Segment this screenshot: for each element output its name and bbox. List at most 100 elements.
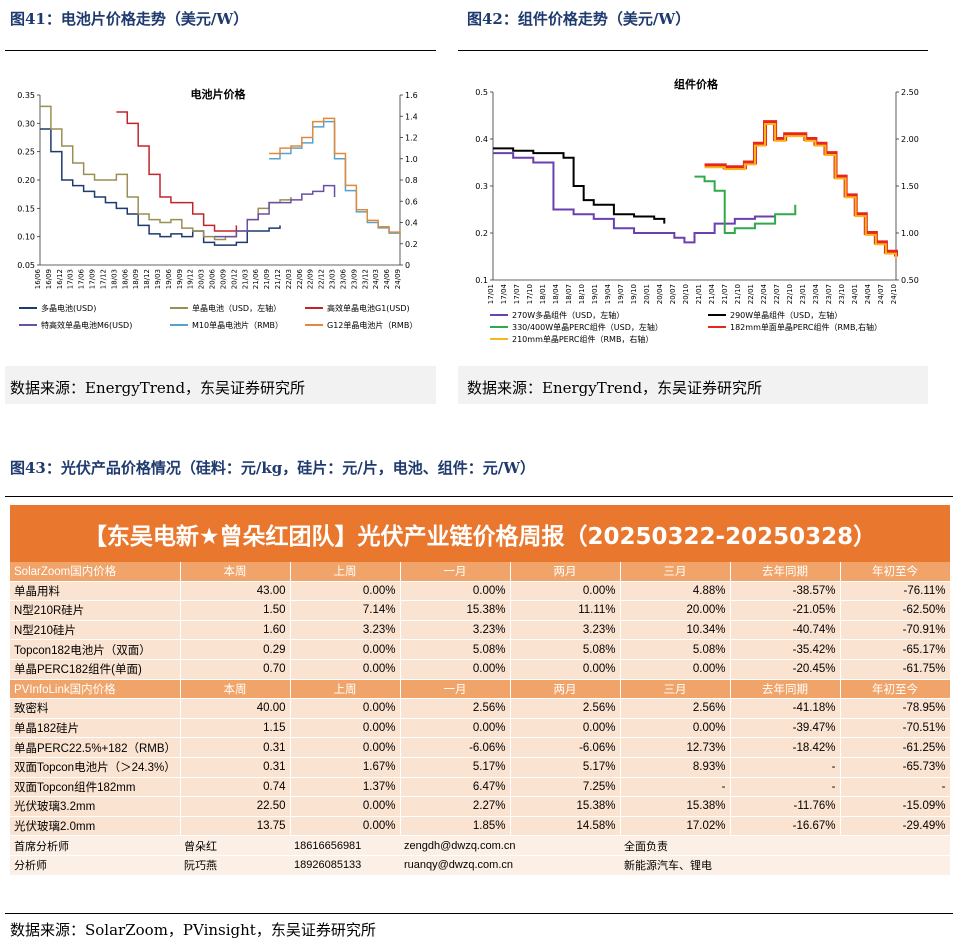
table-cell: 0.00% [290,639,401,660]
table-cell: 三月 [620,562,731,582]
table-cell: 2.56% [400,698,511,719]
legend-label: 特高效单晶电池M6(USD) [41,320,132,330]
table-cell: 5.17% [510,757,621,778]
y-tick-label: 0.20 [17,176,35,185]
x-tick-label: 21/06 [252,268,260,289]
x-tick-label: 17/07 [513,284,521,304]
x-tick-label: 23/04 [812,283,820,304]
legend-label: 单晶电池（USD，左轴） [192,303,281,313]
contact-cell: 首席分析师 [10,835,180,856]
x-tick-label: 24/10 [890,284,898,304]
table-cell: 3.23% [400,620,511,641]
table-cell: 本周 [180,679,291,700]
table-row: 单晶PERC182组件(单面) 0.70 0.00% 0.00% 0.00% 0.00% -… [10,659,951,680]
x-tick-label: 23/10 [838,284,846,304]
x-tick-label: 17/09 [89,269,97,289]
table-cell: -70.91% [840,620,951,641]
x-tick-label: 21/03 [241,269,249,289]
table-cell: -65.73% [840,757,951,778]
x-tick-label: 24/06 [383,268,391,289]
row-label: 光伏玻璃2.0mm [10,816,181,837]
table-cell: 40.00 [180,698,291,719]
table-cell: 1.50 [180,600,291,621]
x-tick-label: 18/10 [578,284,586,304]
table-cell: - [620,777,731,798]
y2-tick-label: 1.6 [405,91,418,100]
legend-label: 210mm单晶PERC组件（RMB，右轴） [512,334,653,344]
table-cell: 0.00% [510,659,621,680]
table-cell: 1.67% [290,757,401,778]
row-label: 单晶用料 [10,581,181,602]
y-tick-label: 0.30 [17,119,35,128]
y2-tick-label: 0.50 [901,276,919,285]
figure-41-top-rule [5,50,436,51]
series-line [269,117,401,236]
x-tick-label: 22/03 [285,269,293,289]
x-tick-label: 17/12 [99,269,107,289]
x-tick-label: 23/12 [361,269,369,289]
x-tick-label: 17/01 [487,284,495,304]
table-cell: 一月 [400,679,511,700]
table-cell: 5.08% [620,639,731,660]
table-cell: 0.74 [180,777,291,798]
table-cell: 22.50 [180,796,291,817]
table-cell: -11.76% [730,796,841,817]
x-tick-label: 17/06 [78,268,86,289]
x-tick-label: 17/10 [526,284,534,304]
table-section-header: PVInfoLink国内价格 本周 上周 一月 两月 三月 去年同期 年初至今 [10,679,951,700]
table-cell: 0.00% [290,581,401,602]
table-cell: 0.00% [290,659,401,680]
table-cell: -18.42% [730,737,841,758]
y2-tick-label: 1.2 [405,134,418,143]
table-cell: -41.18% [730,698,841,719]
table-cell: 0.00% [510,718,621,739]
legend-label: 高效单晶电池G1(USD) [327,303,410,313]
x-tick-label: 23/06 [339,268,347,289]
table-cell: 上周 [290,679,401,700]
module-price-chart: 组件价格 0.5 0.4 0.3 0.2 0.1 2.50 2.00 1.50 1.00 0.50 1… [475,77,919,344]
table-cell: 0.00% [290,698,401,719]
table-cell: 0.31 [180,757,291,778]
row-label: Topcon182电池片（双面） [10,639,181,660]
table-cell: 上周 [290,562,401,582]
figure-41-chart: 电池片价格 0.35 0.30 0.25 0.20 0.15 0.10 0.05 1.6 1.4 1… [5,60,436,350]
table-cell: 14.58% [510,816,621,837]
table-cell: -40.74% [730,620,841,641]
price-table-panel: 【东吴电新★曾朵红团队】光伏产业链价格周报（20250322-20250328）… [10,505,951,888]
x-tick-label: 23/03 [329,269,337,289]
table-cell: 11.11% [510,600,621,621]
table-cell: -16.67% [730,816,841,837]
table-cell: -61.75% [840,659,951,680]
table-cell: 1.60 [180,620,291,641]
y-tick-label: 0.1 [475,276,488,285]
x-tick-label: 19/06 [165,268,173,289]
battery-price-chart: 电池片价格0.350.300.250.200.150.100.051.61.41… [17,87,418,330]
x-tick-label: 20/06 [209,268,217,289]
table-cell: 15.38% [510,796,621,817]
table-cell: 12.73% [620,737,731,758]
table-cell: 5.17% [400,757,511,778]
y-tick-label: 0.5 [475,88,488,97]
table-cell: -76.11% [840,581,951,602]
x-tick-label: 22/10 [786,284,794,304]
table-cell: 15.38% [620,796,731,817]
table-cell: -6.06% [400,737,511,758]
contact-row: 首席分析师 曾朵红 18616656981 zengdh@dwzq.com.cn 全面负… [10,835,950,856]
contact-row: 分析师 阮巧燕 18926085133 ruanqy@dwzq.com.cn 新能源汽车… [10,855,950,876]
y2-tick-label: 1.0 [405,155,418,164]
row-label: 单晶182硅片 [10,718,181,739]
table-cell: 三月 [620,679,731,700]
table-section-header: SolarZoom国内价格 本周 上周 一月 两月 三月 去年同期 年初至今 [10,562,951,582]
table-row: 双面Topcon组件182mm 0.74 1.37% 6.47% 7.25% - - - [10,777,951,798]
x-tick-label: 21/10 [734,284,742,304]
x-tick-label: 22/01 [747,284,755,304]
table-cell: 去年同期 [730,679,841,700]
x-tick-label: 21/04 [708,283,716,304]
x-tick-label: 18/06 [121,268,129,289]
x-tick-label: 23/01 [799,284,807,304]
table-cell: 17.02% [620,816,731,837]
chart-title: 电池片价格 [191,87,247,101]
table-cell: 1.15 [180,718,291,739]
series-line [493,152,776,244]
table-cell: 0.00% [400,718,511,739]
